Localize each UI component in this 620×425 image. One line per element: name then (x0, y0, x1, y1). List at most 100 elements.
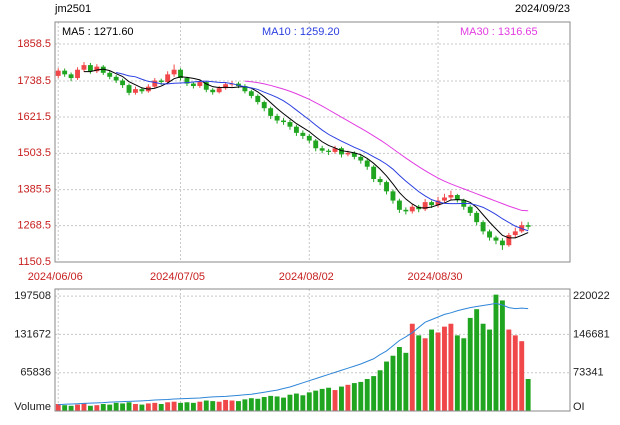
candle-body (384, 182, 389, 192)
candle-body (268, 108, 274, 116)
volume-bar (248, 398, 254, 411)
candle-body (474, 212, 480, 223)
volume-bar (319, 388, 325, 411)
candle-body (454, 195, 460, 200)
volume-bar (139, 404, 145, 411)
volume-bar (120, 403, 126, 411)
volume-bar (107, 404, 113, 411)
volume-bar (351, 383, 357, 411)
candle-body (351, 152, 357, 157)
candle-body (493, 237, 499, 241)
candle-body (133, 89, 138, 93)
volume-bar (332, 390, 338, 411)
ma-line (244, 80, 529, 212)
legend-entry: MA10 : 1259.20 (262, 26, 340, 38)
candle-body (448, 195, 454, 198)
chart-title: jm2501 (54, 3, 91, 15)
plot-frame (54, 288, 571, 412)
y-tick-label: 65836 (20, 367, 51, 379)
candle-body (499, 240, 505, 246)
candle-body (236, 83, 241, 87)
volume-bar (429, 329, 435, 411)
volume-bar (487, 329, 492, 411)
candle-body (300, 132, 306, 136)
candle-body (203, 82, 209, 90)
ma-line (116, 72, 529, 232)
volume-bar (416, 335, 422, 411)
oi-line (58, 302, 529, 406)
volume-bar (268, 395, 274, 411)
candle-body (261, 102, 267, 109)
volume-bar (133, 404, 138, 411)
volume-bar (100, 404, 106, 411)
volume-bar (293, 393, 299, 411)
candle-body (371, 166, 377, 180)
x-tick-label: 2024/08/30 (408, 271, 463, 283)
volume-bar (94, 405, 100, 411)
volume-bar (184, 402, 190, 411)
volume-bar (255, 398, 261, 411)
volume-bar (326, 387, 332, 411)
volume-bar (358, 381, 364, 411)
y-tick-label: 1621.5 (17, 111, 51, 123)
y-tick-label: 1503.5 (17, 147, 51, 159)
candle-body (512, 231, 518, 236)
x-tick-label: 2024/06/06 (28, 271, 83, 283)
volume-bar (113, 402, 119, 411)
volume-bar (448, 323, 454, 411)
volume-bar (512, 335, 518, 411)
y-tick-label: 197508 (14, 290, 51, 302)
y-tick-label: 1738.5 (17, 75, 51, 87)
volume-bar (281, 397, 286, 411)
volume-bar (190, 402, 196, 411)
volume-bar (274, 396, 280, 411)
volume-bar (126, 402, 132, 411)
volume-bar (75, 404, 80, 411)
candle-body (287, 122, 293, 127)
candle-body (126, 85, 132, 93)
candle-body (158, 80, 164, 83)
volume-bar (313, 390, 319, 411)
y-tick-label: 1385.5 (17, 184, 51, 196)
volume-bar (158, 404, 164, 411)
candle-body (216, 88, 222, 93)
volume-bar (371, 376, 377, 411)
plot-frame (54, 21, 571, 263)
candle-body (293, 126, 299, 133)
ma-line (83, 68, 529, 239)
candle-body (345, 152, 351, 155)
volume-bar (171, 401, 177, 411)
candle-body (120, 80, 126, 86)
volume-bar (229, 400, 235, 411)
candle-body (281, 120, 286, 123)
volume-bar (474, 309, 480, 411)
volume-bar (223, 399, 229, 411)
candle-body (390, 191, 396, 201)
volume-bar (339, 386, 344, 411)
volume-bar (519, 341, 525, 411)
volume-bar (81, 403, 87, 411)
volume-bar (55, 404, 61, 411)
candle-body (107, 72, 113, 77)
legend-entry: MA5 : 1271.60 (62, 26, 134, 38)
volume-bar (525, 379, 531, 411)
volume-bar (396, 347, 402, 411)
candle-body (319, 148, 325, 151)
volume-bar (390, 355, 396, 411)
candle-body (81, 65, 87, 70)
candle-body (480, 222, 486, 232)
x-tick-label: 2024/07/05 (150, 271, 205, 283)
legend-entry: MA30 : 1316.65 (460, 26, 538, 38)
candle-body (184, 78, 190, 84)
candle-body (75, 69, 80, 79)
candle-body (113, 76, 119, 81)
volume-bar (377, 370, 383, 411)
candle-body (171, 69, 177, 75)
candle-body (403, 209, 409, 212)
chart-date: 2024/09/23 (515, 3, 570, 15)
volume-bar (409, 323, 415, 411)
volume-bar (422, 338, 428, 411)
candle-body (409, 206, 415, 212)
candle-body (68, 74, 74, 79)
